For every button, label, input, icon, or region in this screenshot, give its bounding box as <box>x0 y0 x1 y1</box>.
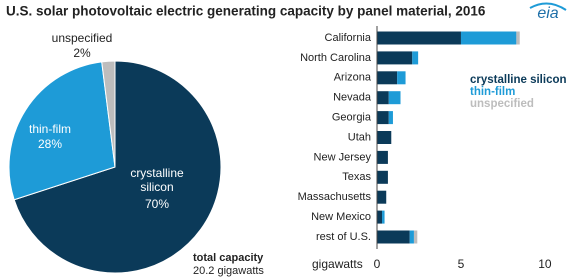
total-value: 20.2 gigawatts <box>193 265 264 277</box>
bar-segment <box>377 51 413 65</box>
x-tick-label: 5 <box>458 257 465 271</box>
slice-value: 28% <box>37 137 63 151</box>
legend-entry: thin-film <box>470 86 515 98</box>
category-label: New Jersey <box>314 151 372 163</box>
slice-label: unspecified <box>51 31 113 45</box>
bar-segment <box>377 91 389 105</box>
bar-segment <box>388 91 401 105</box>
bar-segment <box>397 71 406 85</box>
category-label: Arizona <box>334 72 372 84</box>
bar-segment <box>377 230 410 244</box>
x-tick-label: 10 <box>538 257 552 271</box>
category-label: Nevada <box>333 92 372 104</box>
total-title: total capacity <box>193 252 264 264</box>
bar-segment <box>413 230 418 244</box>
category-label: Georgia <box>332 112 372 124</box>
bar-segment <box>388 111 393 125</box>
category-label: California <box>325 32 372 44</box>
category-label: Massachusetts <box>298 191 372 203</box>
legend-entry: unspecified <box>470 98 534 110</box>
bar-segment <box>377 111 389 125</box>
bar-segment <box>377 190 387 204</box>
bar-segment <box>377 170 388 184</box>
legend-entry: crystalline silicon <box>470 74 567 86</box>
logo-swoosh <box>529 2 567 11</box>
bar-segment <box>377 131 392 144</box>
slice-value: 2% <box>73 46 91 60</box>
title: U.S. solar photovoltaic electric generat… <box>6 4 486 19</box>
bar-segment <box>409 230 414 244</box>
x-axis-label: gigawatts <box>312 257 363 271</box>
bar-segment <box>377 31 461 45</box>
bar-segment <box>377 150 388 164</box>
logo: eia <box>537 5 558 22</box>
slice-value: 70% <box>144 197 170 211</box>
category-label: New Mexico <box>311 211 371 223</box>
category-label: rest of U.S. <box>316 231 371 243</box>
bar-segment <box>516 31 520 45</box>
pie-slice <box>8 61 116 201</box>
bar-segment <box>377 71 398 85</box>
category-label: Utah <box>348 131 371 143</box>
x-tick-label: 0 <box>374 257 381 271</box>
pie-slice <box>101 60 116 168</box>
bar-segment <box>460 31 517 45</box>
slice-label: thin-film <box>28 122 71 136</box>
bar-segment <box>382 210 385 224</box>
pie-slice <box>13 60 222 274</box>
bar-segment <box>412 51 419 65</box>
category-label: North Carolina <box>300 52 372 64</box>
category-label: Texas <box>342 171 371 183</box>
slice-label: crystalline silicon <box>130 166 184 194</box>
bar-segment <box>377 210 383 224</box>
